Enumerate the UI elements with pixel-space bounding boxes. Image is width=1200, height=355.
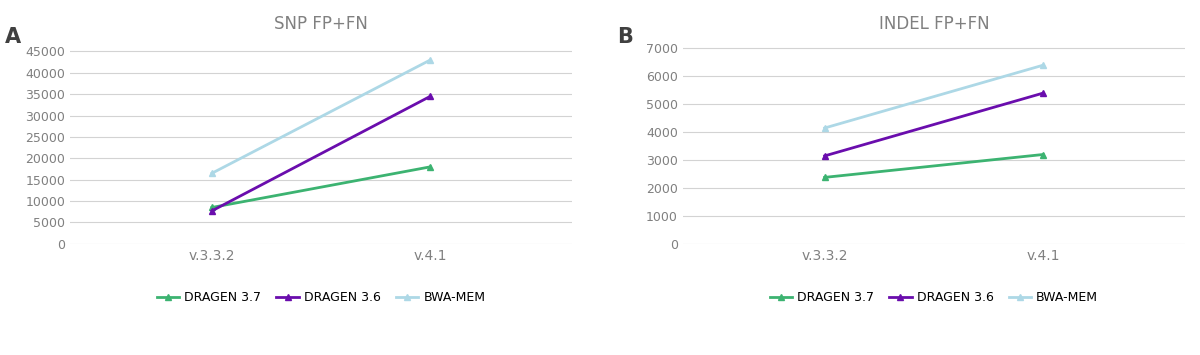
DRAGEN 3.7: [205, 205, 220, 209]
Title: INDEL FP+FN: INDEL FP+FN: [878, 15, 989, 33]
Text: A: A: [5, 27, 20, 47]
Line: DRAGEN 3.6: DRAGEN 3.6: [821, 90, 1046, 159]
Legend: DRAGEN 3.7, DRAGEN 3.6, BWA-MEM: DRAGEN 3.7, DRAGEN 3.6, BWA-MEM: [152, 286, 491, 309]
BWA-MEM: [424, 58, 438, 62]
Legend: DRAGEN 3.7, DRAGEN 3.6, BWA-MEM: DRAGEN 3.7, DRAGEN 3.6, BWA-MEM: [764, 286, 1103, 309]
Title: SNP FP+FN: SNP FP+FN: [274, 15, 368, 33]
BWA-MEM: [817, 126, 832, 130]
BWA-MEM: [1036, 63, 1050, 67]
DRAGEN 3.6: [424, 94, 438, 98]
DRAGEN 3.6: [1036, 91, 1050, 95]
Line: DRAGEN 3.6: DRAGEN 3.6: [209, 93, 433, 214]
Line: BWA-MEM: BWA-MEM: [209, 56, 433, 177]
Text: B: B: [618, 27, 634, 47]
DRAGEN 3.6: [205, 209, 220, 213]
Line: DRAGEN 3.7: DRAGEN 3.7: [821, 151, 1046, 181]
Line: BWA-MEM: BWA-MEM: [821, 62, 1046, 131]
DRAGEN 3.7: [1036, 152, 1050, 157]
BWA-MEM: [205, 171, 220, 175]
Line: DRAGEN 3.7: DRAGEN 3.7: [209, 163, 433, 211]
DRAGEN 3.7: [424, 165, 438, 169]
DRAGEN 3.6: [817, 154, 832, 158]
DRAGEN 3.7: [817, 175, 832, 180]
